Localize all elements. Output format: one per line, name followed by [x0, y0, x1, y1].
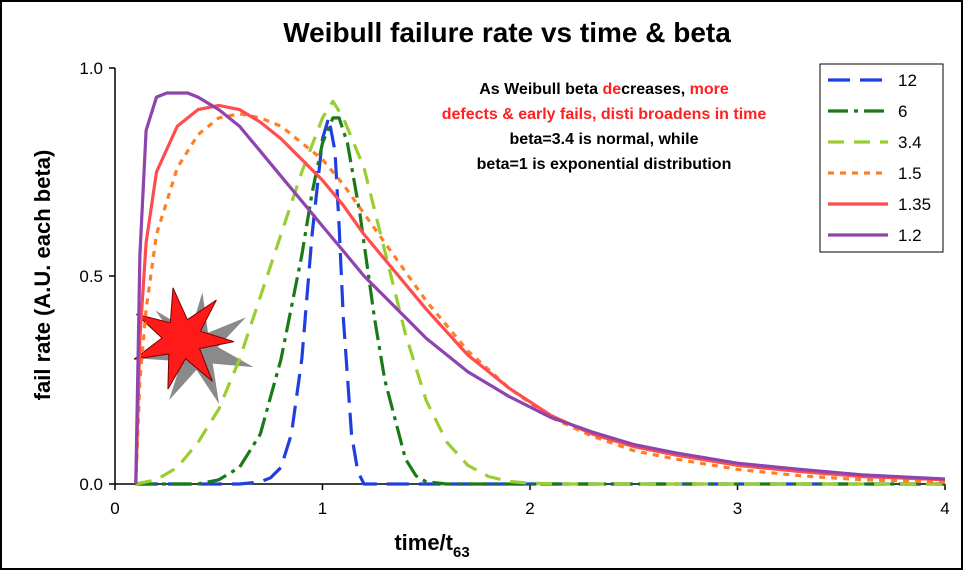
x-tick-label: 1 — [318, 499, 327, 518]
series-line-1-2 — [134, 91, 946, 485]
y-tick-label: 1.0 — [79, 59, 103, 78]
x-tick-label: 2 — [525, 499, 534, 518]
legend-label: 1.2 — [898, 226, 922, 245]
splat-front-shape — [133, 287, 235, 390]
series-line-3-4 — [135, 99, 945, 486]
annotation-segment: de — [602, 81, 621, 98]
legend-label: 6 — [898, 102, 907, 121]
annotation-line-3: beta=3.4 is normal, while — [510, 131, 699, 148]
series-line-12 — [135, 116, 945, 486]
series-line-6 — [135, 116, 945, 486]
legend-label: 12 — [898, 71, 917, 90]
x-axis-label-main: time/t — [394, 530, 453, 555]
y-tick-label: 0.5 — [79, 267, 103, 286]
annotation-segment: defects & early fails, disti broadens in… — [442, 106, 767, 123]
annotation-line-1: As Weibull beta decreases, more — [479, 81, 729, 98]
legend-label: 1.5 — [898, 164, 922, 183]
legend-box — [819, 63, 944, 253]
legend-label: 3.4 — [898, 133, 922, 152]
annotation-line-4: beta=1 is exponential distribution — [477, 156, 732, 173]
annotation: As Weibull beta decreases, more defects … — [442, 81, 767, 173]
series-lines — [134, 91, 946, 486]
legend-label: 1.35 — [898, 195, 931, 214]
x-tick-label: 3 — [733, 499, 742, 518]
x-tick-label: 4 — [940, 499, 949, 518]
annotation-segment: creases, — [621, 81, 690, 98]
y-axis-label: fail rate (A.U. each beta) — [30, 150, 55, 401]
splat-icon — [133, 287, 254, 404]
x-axis-label: time/t63 — [394, 530, 469, 561]
chart-title: Weibull failure rate vs time & beta — [283, 17, 731, 48]
axes: 0.00.51.00 1 2 3 4 — [79, 59, 949, 518]
annotation-segment: As Weibull beta — [479, 81, 602, 98]
series-line-1-35 — [134, 103, 946, 485]
x-tick-label: 0 — [110, 499, 119, 518]
x-axis-label-sub: 63 — [453, 544, 470, 561]
annotation-segment: more — [690, 81, 729, 98]
legend: 12 6 3.4 1.5 1.35 1.2 — [819, 63, 944, 253]
series-line-1-5 — [134, 112, 946, 485]
annotation-line-2: defects & early fails, disti broadens in… — [442, 106, 767, 123]
y-tick-label: 0.0 — [79, 475, 103, 494]
